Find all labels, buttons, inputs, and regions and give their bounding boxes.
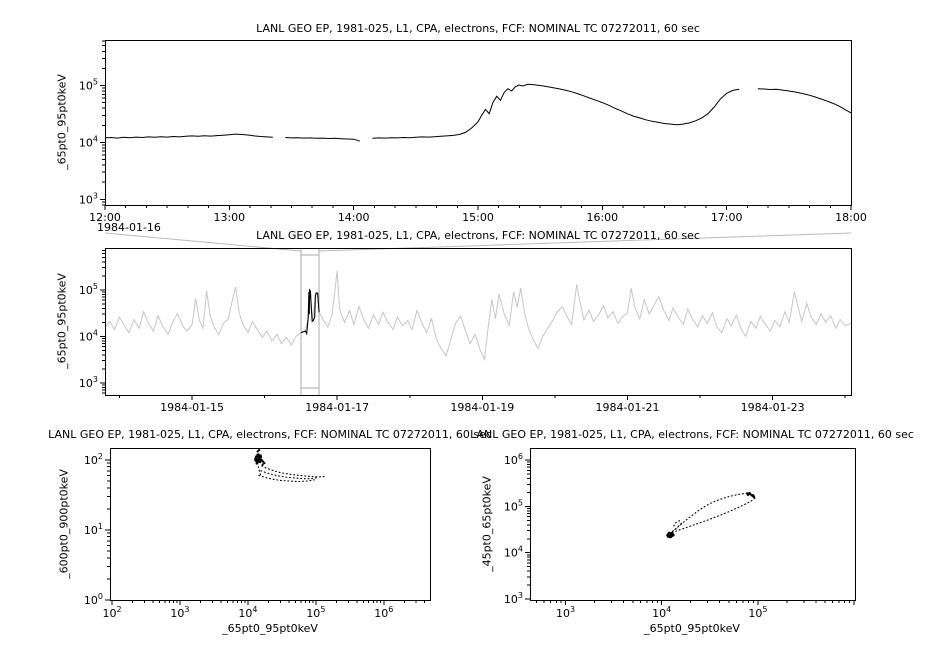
svg-text:12:00: 12:00 [89, 211, 121, 224]
plot-area-zoom-timeseries[interactable] [105, 40, 851, 205]
svg-text:102: 102 [84, 452, 103, 467]
svg-text:105: 105 [504, 498, 523, 513]
svg-text:104: 104 [79, 134, 98, 149]
svg-text:103: 103 [79, 191, 98, 206]
svg-text:1984-01-17: 1984-01-17 [305, 401, 369, 414]
panel-context-title: LANL GEO EP, 1981-025, L1, CPA, electron… [256, 229, 700, 242]
svg-text:13:00: 13:00 [213, 211, 245, 224]
svg-text:103: 103 [504, 591, 523, 606]
svg-text:103: 103 [170, 605, 189, 620]
svg-text:100: 100 [84, 592, 103, 607]
plot-area-scatter-right[interactable] [530, 448, 855, 600]
svg-text:105: 105 [748, 605, 767, 620]
svg-text:104: 104 [504, 545, 523, 560]
plot-area-scatter-left[interactable] [110, 448, 430, 600]
svg-text:1984-01-19: 1984-01-19 [450, 401, 514, 414]
panel-scatter-left-title: LANL GEO EP, 1981-025, L1, CPA, electron… [48, 428, 492, 441]
svg-text:106: 106 [504, 452, 523, 467]
svg-text:16:00: 16:00 [586, 211, 618, 224]
svg-text:104: 104 [79, 328, 98, 343]
svg-text:104: 104 [238, 605, 257, 620]
svg-text:101: 101 [84, 522, 103, 537]
svg-text:102: 102 [102, 605, 121, 620]
svg-text:1984-01-23: 1984-01-23 [741, 401, 805, 414]
svg-text:105: 105 [79, 282, 98, 297]
panel-scatter-right-xlabel: _65pt0_95pt0keV [644, 622, 740, 635]
svg-text:15:00: 15:00 [462, 211, 494, 224]
svg-text:105: 105 [306, 605, 325, 620]
panel-top-title: LANL GEO EP, 1981-025, L1, CPA, electron… [256, 22, 700, 35]
svg-text:14:00: 14:00 [338, 211, 370, 224]
svg-text:103: 103 [79, 375, 98, 390]
svg-text:105: 105 [79, 78, 98, 93]
svg-text:17:00: 17:00 [711, 211, 743, 224]
svg-text:106: 106 [374, 605, 393, 620]
svg-text:18:00: 18:00 [835, 211, 867, 224]
svg-text:103: 103 [556, 605, 575, 620]
plot-area-context-timeseries[interactable] [105, 248, 851, 395]
panel-top-date-label: 1984-01-16 [97, 221, 161, 234]
svg-text:104: 104 [652, 605, 671, 620]
panel-top-ylabel: _65pt0_95pt0keV [55, 74, 69, 170]
svg-text:1984-01-21: 1984-01-21 [596, 401, 660, 414]
panel-scatter-right-ylabel: _45pt0_65pt0keV [480, 476, 494, 572]
panel-scatter-left-xlabel: _65pt0_95pt0keV [222, 622, 318, 635]
panel-context-ylabel: _65pt0_95pt0keV [55, 273, 69, 369]
svg-text:1984-01-15: 1984-01-15 [160, 401, 224, 414]
panel-scatter-left-ylabel: _600pt0_900pt0keV [57, 469, 71, 579]
panel-scatter-right-title: LANL GEO EP, 1981-025, L1, CPA, electron… [470, 428, 914, 441]
